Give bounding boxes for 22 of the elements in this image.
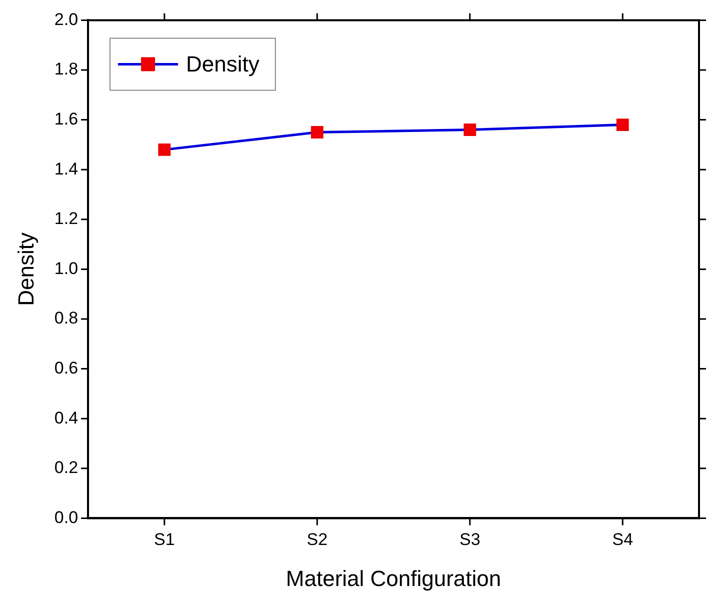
- y-tick-label: 1.6: [54, 109, 78, 128]
- y-tick-label: 1.0: [54, 258, 78, 278]
- point: [464, 124, 476, 136]
- y-tick-label: 0.8: [54, 308, 78, 328]
- y-tick-label: 0.2: [54, 458, 78, 478]
- y-tick-label: 1.2: [54, 209, 78, 228]
- y-tick-label: 0.4: [54, 408, 78, 428]
- legend-label: Density: [186, 51, 260, 76]
- x-tick-label: S2: [306, 530, 328, 550]
- y-axis-title: Density: [13, 232, 38, 306]
- y-tick-label: 0.6: [54, 358, 78, 378]
- x-tick-label: S1: [154, 530, 175, 550]
- x-tick-label: S4: [612, 530, 634, 550]
- point: [310, 126, 324, 138]
- point: [158, 143, 171, 156]
- point: [616, 118, 629, 131]
- y-tick-label: 0.0: [54, 508, 78, 527]
- y-tick-label: 1.4: [54, 159, 78, 178]
- y-tick-label: 1.8: [54, 60, 78, 79]
- x-tick-label: S3: [459, 530, 480, 550]
- y-tick-label: 2.0: [54, 10, 78, 29]
- x-axis-title: Material Configuration: [286, 566, 502, 591]
